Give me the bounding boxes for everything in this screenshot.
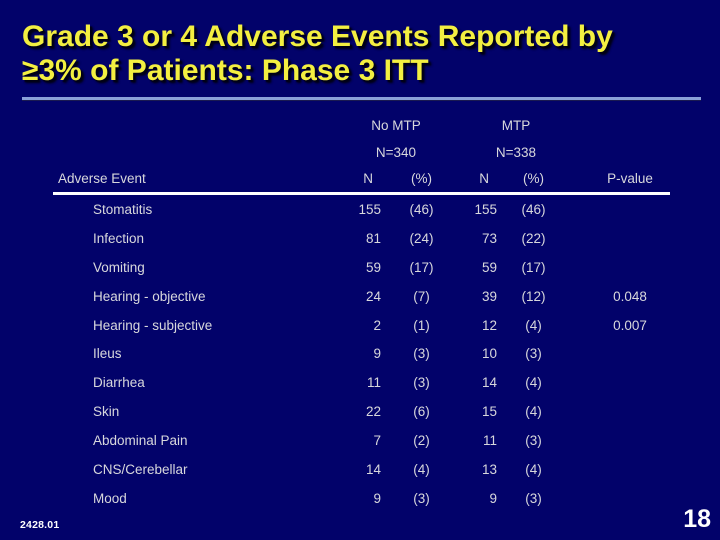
cell-n2: 59 [481,259,497,275]
cell-pct2: (4) [525,461,542,477]
cell-pct1: (1) [413,317,430,333]
table-row: Diarrhea 11 (3) 14 (4) [0,368,720,397]
column-header-n-no-mtp: N [363,170,373,186]
cell-pct1: (2) [413,433,430,449]
table-row: Infection 81 (24) 73 (22) [0,224,720,253]
table-row: Hearing - subjective 2 (1) 12 (4) 0.007 [0,311,720,340]
cell-pct2: (22) [521,230,546,246]
cell-n2: 12 [481,317,497,333]
group-header-mtp: MTP [501,118,531,133]
group-n-no-mtp: N=340 [375,145,417,160]
cell-pct2: (3) [525,490,542,506]
cell-n2: 73 [481,230,497,246]
cell-n2: 155 [474,201,497,217]
header-rule [53,192,670,195]
page-title: Grade 3 or 4 Adverse Events Reported by … [22,20,704,88]
table-row: Vomiting 59 (17) 59 (17) [0,253,720,282]
cell-n1: 59 [365,259,381,275]
page-title-line2: ≥3% of Patients: Phase 3 ITT [22,54,429,87]
table-group-header-row: No MTP MTP [0,112,720,139]
title-divider [22,97,701,101]
cell-n1: 81 [365,230,381,246]
cell-pct1: (3) [413,375,430,391]
cell-n1: 155 [358,201,381,217]
cell-n1: 7 [373,433,381,449]
footer-code: 2428.01 [20,519,60,531]
cell-n2: 11 [482,433,497,449]
cell-n1: 24 [365,288,381,304]
cell-pct2: (17) [521,259,546,275]
cell-n1: 9 [373,490,381,506]
cell-pct1: (17) [409,259,434,275]
cell-n1: 11 [366,375,381,391]
page-number: 18 [683,505,711,533]
cell-pct1: (4) [413,461,430,477]
table-header-row: Adverse Event N (%) N (%) P-value [0,166,720,190]
table-body: Stomatitis 155 (46) 155 (46) Infection 81 (24) 7… [0,195,720,513]
cell-n2: 10 [481,346,497,362]
cell-pct1: (3) [413,490,430,506]
cell-n1: 22 [365,404,381,420]
page-title-line1: Grade 3 or 4 Adverse Events Reported by [22,20,613,53]
cell-n1: 9 [373,346,381,362]
cell-n2: 15 [481,404,497,420]
cell-pct2: (4) [525,404,542,420]
table-row: Ileus 9 (3) 10 (3) [0,339,720,368]
cell-event: CNS/Cerebellar [93,461,188,477]
cell-pct1: (3) [413,346,430,362]
cell-event: Hearing - subjective [93,317,213,333]
table-row: Hearing - objective 24 (7) 39 (12) 0.048 [0,282,720,311]
table-row: Abdominal Pain 7 (2) 11 (3) [0,426,720,455]
cell-n2: 9 [489,490,497,506]
cell-pct2: (46) [521,201,546,217]
cell-pct2: (4) [525,317,542,333]
cell-event: Hearing - objective [93,288,206,304]
cell-event: Mood [93,490,127,506]
cell-pct2: (4) [525,375,542,391]
column-header-pct-mtp: (%) [523,170,544,186]
cell-n2: 13 [481,461,497,477]
cell-event: Abdominal Pain [93,433,188,449]
table-group-n-row: N=340 N=338 [0,139,720,166]
cell-pct1: (7) [413,288,430,304]
cell-n1: 2 [373,317,381,333]
cell-event: Infection [93,230,145,246]
cell-pvalue: 0.048 [613,288,647,304]
column-header-n-mtp: N [479,170,489,186]
column-header-pct-no-mtp: (%) [411,170,432,186]
cell-n1: 14 [365,461,381,477]
cell-event: Stomatitis [93,201,153,217]
table-row: Mood 9 (3) 9 (3) [0,484,720,513]
cell-n2: 14 [481,375,497,391]
cell-pct1: (24) [409,230,434,246]
adverse-events-table: No MTP MTP N=340 N=338 Adverse Event N (… [0,112,720,513]
group-n-mtp: N=338 [495,145,537,160]
table-row: CNS/Cerebellar 14 (4) 13 (4) [0,455,720,484]
cell-event: Vomiting [93,259,145,275]
cell-pct1: (6) [413,404,430,420]
cell-pct2: (12) [521,288,546,304]
cell-event: Diarrhea [93,375,145,391]
cell-pct2: (3) [525,346,542,362]
cell-pvalue: 0.007 [613,317,647,333]
cell-pct1: (46) [409,201,434,217]
group-header-no-mtp: No MTP [371,118,421,133]
table-row: Skin 22 (6) 15 (4) [0,397,720,426]
column-header-adverse-event: Adverse Event [58,170,146,186]
cell-event: Skin [93,404,120,420]
column-header-p-value: P-value [607,170,653,186]
cell-pct2: (3) [525,433,542,449]
cell-n2: 39 [481,288,497,304]
cell-event: Ileus [93,346,122,362]
table-row: Stomatitis 155 (46) 155 (46) [0,195,720,224]
